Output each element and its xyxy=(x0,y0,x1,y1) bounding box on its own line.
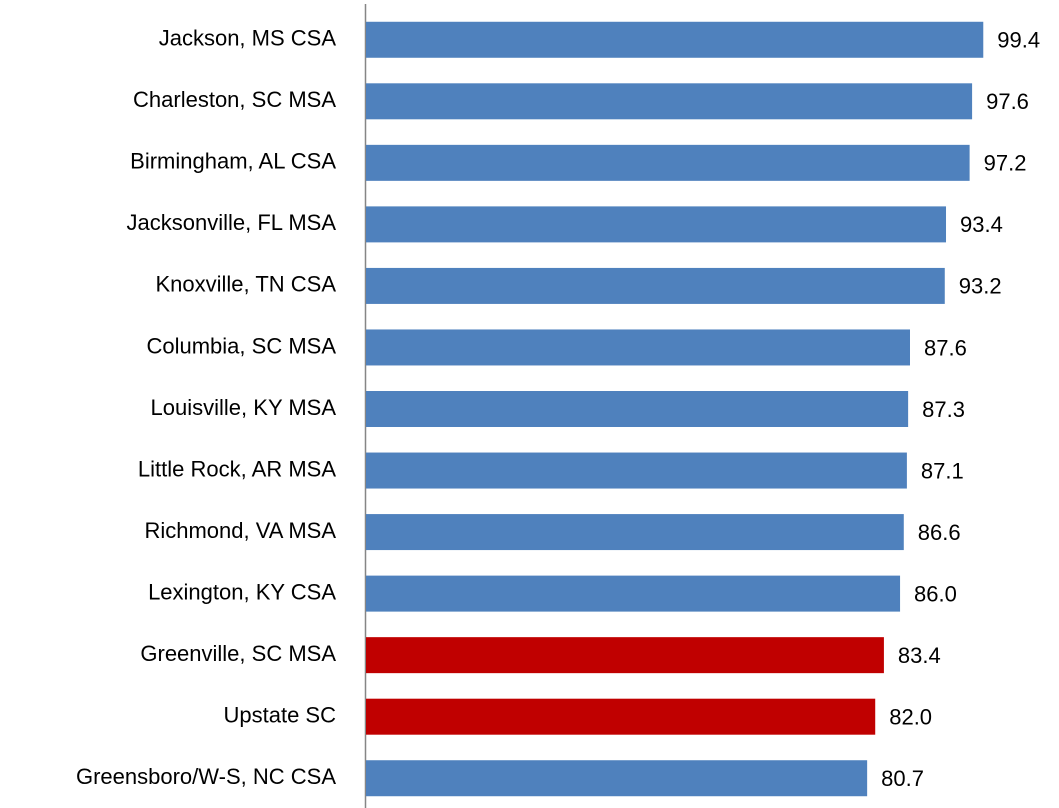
value-label: 99.4 xyxy=(997,28,1040,53)
bar xyxy=(366,83,973,120)
category-label: Jackson, MS CSA xyxy=(159,26,337,51)
value-label: 93.2 xyxy=(959,274,1002,299)
bar xyxy=(366,760,868,797)
value-label: 87.3 xyxy=(922,397,965,422)
bar xyxy=(366,452,907,489)
category-label: Upstate SC xyxy=(224,703,337,728)
category-label: Lexington, KY CSA xyxy=(148,579,336,604)
bar xyxy=(366,575,901,612)
bar xyxy=(366,267,945,304)
value-label: 80.7 xyxy=(881,766,924,791)
category-label: Louisville, KY MSA xyxy=(151,395,337,420)
category-label: Greenville, SC MSA xyxy=(140,641,336,666)
category-label: Columbia, SC MSA xyxy=(146,333,336,358)
category-label: Little Rock, AR MSA xyxy=(138,456,336,481)
bar xyxy=(366,391,909,427)
value-label: 87.1 xyxy=(921,458,964,483)
bar xyxy=(366,329,910,366)
category-label: Charleston, SC MSA xyxy=(133,87,336,112)
category-label: Jacksonville, FL MSA xyxy=(127,210,337,235)
value-label: 93.4 xyxy=(960,212,1003,237)
value-label: 97.6 xyxy=(986,89,1029,114)
bar xyxy=(366,21,984,58)
bar xyxy=(366,144,970,181)
bar xyxy=(366,514,904,551)
value-label: 86.6 xyxy=(918,520,961,545)
value-label: 97.2 xyxy=(984,151,1027,176)
value-label: 82.0 xyxy=(889,705,932,730)
bar xyxy=(366,698,876,735)
bar xyxy=(366,206,947,243)
category-label: Birmingham, AL CSA xyxy=(130,149,336,174)
bar xyxy=(366,637,884,674)
category-label: Richmond, VA MSA xyxy=(144,518,336,543)
value-label: 86.0 xyxy=(914,581,957,606)
value-label: 87.6 xyxy=(924,335,967,360)
category-label: Greensboro/W-S, NC CSA xyxy=(76,764,336,789)
value-label: 83.4 xyxy=(898,643,941,668)
category-label: Knoxville, TN CSA xyxy=(155,272,336,297)
